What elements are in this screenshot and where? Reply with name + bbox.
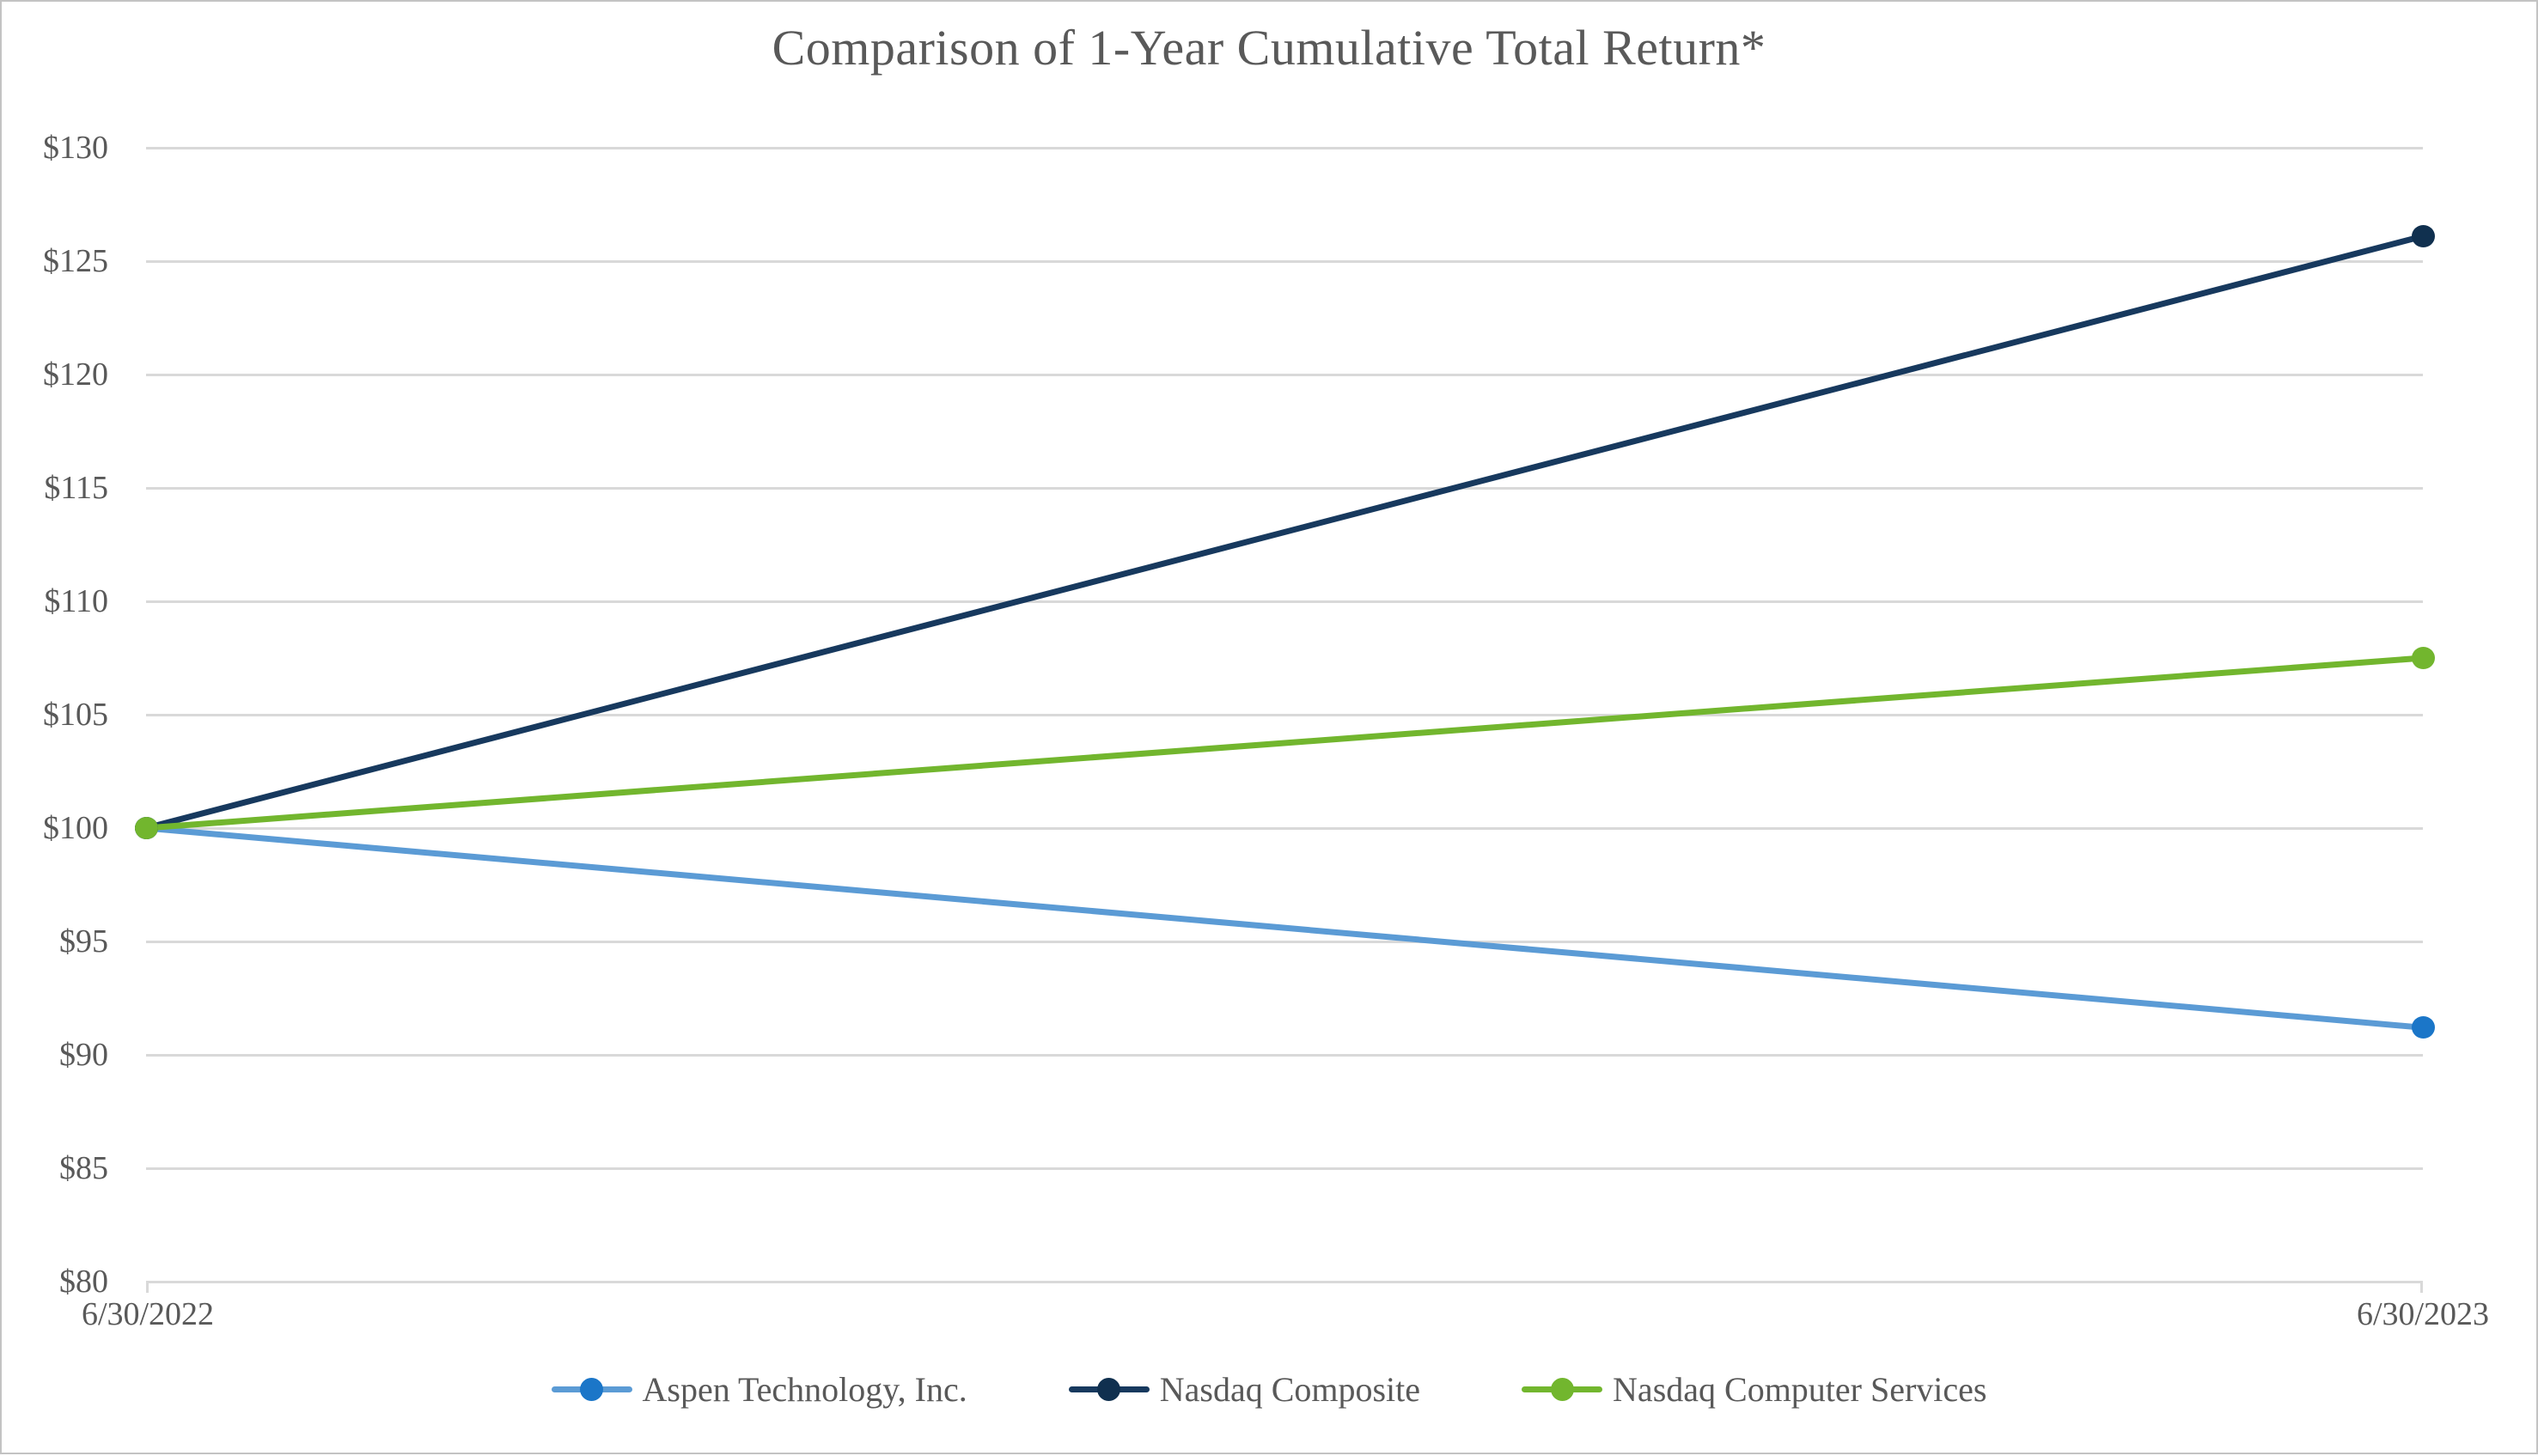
- y-gridline: [146, 373, 2423, 376]
- legend-marker-dot: [1550, 1378, 1574, 1401]
- y-tick-label: $95: [59, 923, 108, 959]
- legend-line-marker-icon: [1068, 1378, 1150, 1402]
- legend-label: Aspen Technology, Inc.: [642, 1370, 967, 1409]
- series-line: [145, 825, 2424, 1031]
- y-gridline: [146, 600, 2423, 603]
- legend-item: Aspen Technology, Inc.: [551, 1369, 967, 1410]
- y-tick-label: $130: [43, 130, 108, 166]
- x-axis-line: [146, 1280, 2423, 1283]
- x-axis-label-start: 6/30/2022: [81, 1296, 215, 1332]
- series-line: [145, 655, 2424, 832]
- legend-marker-dot: [580, 1378, 603, 1401]
- legend: Aspen Technology, Inc. Nasdaq Composite Na…: [2, 1369, 2536, 1410]
- y-gridline: [146, 826, 2423, 830]
- series-line: [145, 233, 2424, 832]
- y-tick-label: $85: [59, 1150, 108, 1186]
- y-tick-label: $120: [43, 356, 108, 393]
- y-gridline: [146, 713, 2423, 716]
- y-gridline: [146, 1167, 2423, 1170]
- y-tick-label: $125: [43, 243, 108, 279]
- data-point-marker: [134, 817, 158, 839]
- y-tick-label: $105: [43, 697, 108, 733]
- y-gridline: [146, 940, 2423, 943]
- data-point-marker: [2411, 224, 2435, 247]
- y-gridline: [146, 486, 2423, 490]
- y-gridline: [146, 146, 2423, 149]
- data-point-marker: [2411, 647, 2435, 669]
- data-point-marker: [2411, 1016, 2435, 1039]
- y-gridline: [146, 1053, 2423, 1057]
- y-tick-label: $100: [43, 810, 108, 846]
- y-tick-label: $115: [44, 470, 108, 506]
- y-tick-label: $80: [59, 1264, 108, 1300]
- legend-item: Nasdaq Composite: [1068, 1369, 1421, 1410]
- axis-end-tick: [146, 1282, 149, 1293]
- y-tick-label: $110: [44, 583, 108, 619]
- y-tick-label: $90: [59, 1037, 108, 1073]
- chart-title: Comparison of 1-Year Cumulative Total Re…: [772, 20, 1766, 76]
- y-gridline: [146, 259, 2423, 263]
- legend-line-marker-icon: [551, 1378, 632, 1402]
- legend-label: Nasdaq Computer Services: [1613, 1370, 1987, 1409]
- legend-item: Nasdaq Computer Services: [1522, 1369, 1987, 1410]
- legend-marker-dot: [1097, 1378, 1121, 1401]
- axis-end-tick: [2420, 1282, 2423, 1293]
- x-axis-label-end: 6/30/2023: [2356, 1296, 2490, 1332]
- legend-label: Nasdaq Composite: [1159, 1370, 1421, 1409]
- legend-line-marker-icon: [1522, 1378, 1603, 1402]
